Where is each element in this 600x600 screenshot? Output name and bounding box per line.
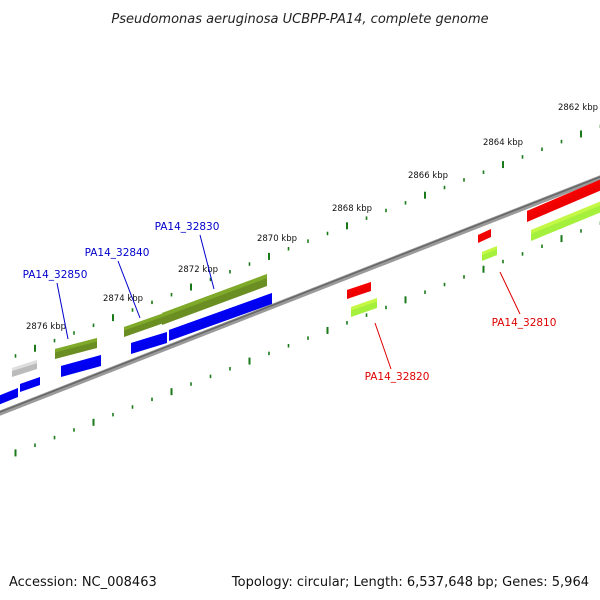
gene-arrow (131, 332, 167, 354)
gene-arrow (478, 229, 491, 243)
gene-arrow (61, 355, 101, 377)
tick-label: 2866 kbp (408, 171, 448, 181)
gene-label-leader (199, 234, 215, 290)
gene-label: PA14_32840 (85, 247, 150, 259)
gene-label: PA14_32810 (492, 317, 557, 329)
gene-arrow (531, 201, 600, 241)
gene-label-leader (374, 322, 392, 370)
gene-arrow (12, 360, 37, 377)
gene-arrow (162, 274, 267, 325)
tick-label: 2876 kbp (26, 322, 66, 332)
gene-labels: PA14_32830 PA14_32840 PA14_32850 PA14_32820… (23, 221, 557, 383)
map-title: Pseudomonas aeruginosa UCBPP-PA14, compl… (111, 12, 488, 27)
genome-summary-text: Topology: circular; Length: 6,537,648 bp… (231, 575, 589, 590)
gene-arrow (55, 338, 97, 359)
lower-tick-track (14, 221, 600, 457)
genome-backbone (0, 175, 600, 416)
gene-arrow (482, 246, 497, 261)
gene-arrow (124, 313, 164, 337)
gene-label: PA14_32830 (155, 221, 220, 233)
gene-arrow (169, 293, 272, 341)
tick-label: 2870 kbp (257, 234, 297, 244)
gene-arrow (20, 377, 40, 392)
gene-label-leader (499, 271, 521, 315)
gene-features (0, 179, 600, 405)
tick-label: 2868 kbp (332, 204, 372, 214)
accession-text: Accession: NC_008463 (9, 575, 157, 590)
tick-labels: 2862 kbp 2864 kbp 2866 kbp 2868 kbp 2870 kbp… (26, 103, 598, 332)
gene-arrow (351, 298, 377, 317)
gene-label-leader (117, 260, 141, 319)
gene-label: PA14_32850 (23, 269, 88, 281)
gene-arrow (527, 179, 600, 222)
tick-label: 2864 kbp (483, 138, 523, 148)
gene-label-leader (56, 282, 69, 340)
upper-tick-track (14, 124, 600, 358)
tick-label: 2874 kbp (103, 294, 143, 304)
gene-arrow (0, 388, 18, 405)
tick-label: 2862 kbp (558, 103, 598, 113)
gene-arrow (347, 282, 371, 299)
gene-label: PA14_32820 (365, 371, 430, 383)
tick-label: 2872 kbp (178, 265, 218, 275)
